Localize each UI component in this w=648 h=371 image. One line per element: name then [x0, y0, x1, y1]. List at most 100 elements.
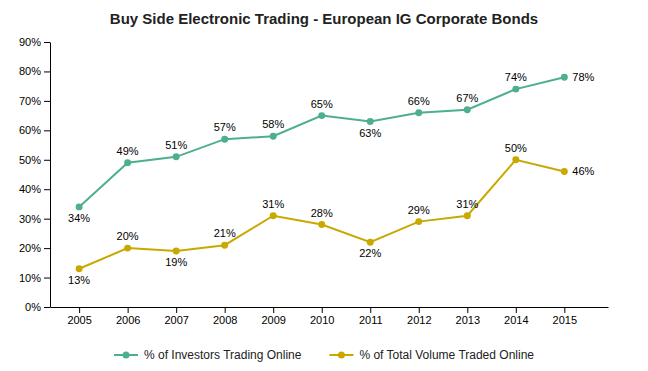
tick: 2009 — [261, 307, 285, 326]
data-label: 66% — [408, 95, 430, 107]
tick-mark — [370, 307, 371, 313]
tick: 30% — [19, 213, 50, 225]
tick-label: 2012 — [407, 314, 431, 326]
data-label: 78% — [572, 71, 594, 83]
point — [173, 153, 180, 160]
tick-mark — [44, 219, 50, 220]
legend-item: % of Investors Trading Online — [114, 348, 302, 362]
data-label: 63% — [359, 127, 381, 139]
tick-mark — [79, 307, 80, 313]
legend-item: % of Total Volume Traded Online — [329, 348, 534, 362]
data-label: 51% — [165, 139, 187, 151]
legend-marker — [338, 352, 345, 359]
tick-label: 2005 — [67, 314, 91, 326]
tick-mark — [44, 307, 50, 308]
point — [464, 106, 471, 113]
data-label: 20% — [117, 230, 139, 242]
tick-label: 2014 — [504, 314, 528, 326]
tick: 50% — [19, 154, 50, 166]
tick-label: 2011 — [359, 314, 383, 326]
axis-line — [50, 43, 51, 308]
point — [561, 168, 568, 175]
data-label: 19% — [165, 256, 187, 268]
legend-label: % of Investors Trading Online — [144, 348, 302, 362]
tick-mark — [516, 307, 517, 313]
tick-mark — [44, 248, 50, 249]
data-label: 31% — [456, 198, 478, 210]
point — [512, 86, 519, 93]
series-line — [79, 160, 564, 269]
tick-label: 2013 — [456, 314, 480, 326]
tick-mark — [564, 307, 565, 313]
data-label: 74% — [505, 71, 527, 83]
tick-label: 20% — [19, 242, 41, 254]
tick-mark — [322, 307, 323, 313]
title: Buy Side Electronic Trading - European I… — [110, 10, 538, 27]
axis-line — [51, 307, 609, 308]
tick-mark — [419, 307, 420, 313]
tick-label: 70% — [19, 95, 41, 107]
point — [76, 203, 83, 210]
data-label: 58% — [262, 118, 284, 130]
point — [76, 265, 83, 272]
tick-mark — [467, 307, 468, 313]
tick: 2008 — [213, 307, 237, 326]
point — [367, 118, 374, 125]
tick: 2011 — [359, 307, 383, 326]
point — [221, 242, 228, 249]
tick: 60% — [19, 124, 50, 136]
x-axis: 2005 2006 2007 2008 2009 2010 2011 2012 2013 2014… — [51, 307, 609, 326]
tick-mark — [44, 42, 50, 43]
data-label: 34% — [68, 212, 90, 224]
legend-marker — [123, 352, 130, 359]
tick-mark — [176, 307, 177, 313]
tick-mark — [128, 307, 129, 313]
point — [221, 136, 228, 143]
point — [270, 133, 277, 140]
data-label: 67% — [456, 92, 478, 104]
data-label: 28% — [311, 207, 333, 219]
point — [318, 112, 325, 119]
data-label: 46% — [572, 165, 594, 177]
tick-label: 60% — [19, 124, 41, 136]
tick-label: 40% — [19, 183, 41, 195]
point — [124, 159, 131, 166]
data-label: 65% — [311, 98, 333, 110]
data-labels: 34%49%51%57%58%65%63%66%67%74%78%13%20%1… — [68, 71, 594, 286]
y-axis: 0%10%20%30%40%50%60%70%80%90% — [19, 36, 51, 313]
tick-mark — [44, 71, 50, 72]
tick-label: 30% — [19, 213, 41, 225]
point — [415, 109, 422, 116]
tick-label: 2007 — [164, 314, 188, 326]
tick: 2006 — [116, 307, 140, 326]
point — [367, 239, 374, 246]
point — [415, 218, 422, 225]
plot: 2005 2006 2007 2008 2009 2010 2011 2012 2013 2014… — [19, 36, 609, 326]
tick: 90% — [19, 36, 50, 48]
tick-mark — [44, 101, 50, 102]
tick: 20% — [19, 242, 50, 254]
tick: 2014 — [504, 307, 528, 326]
tick-mark — [44, 160, 50, 161]
data-label: 29% — [408, 204, 430, 216]
data-label: 49% — [117, 145, 139, 157]
legend-label: % of Total Volume Traded Online — [359, 348, 534, 362]
tick: 0% — [25, 301, 50, 313]
tick: 2015 — [553, 307, 577, 326]
tick-mark — [225, 307, 226, 313]
tick: 2013 — [456, 307, 480, 326]
tick: 40% — [19, 183, 50, 195]
tick-label: 2015 — [553, 314, 577, 326]
point — [318, 221, 325, 228]
legend: % of Investors Trading Online % of Total … — [114, 348, 534, 362]
tick-label: 0% — [25, 301, 41, 313]
tick-label: 2008 — [213, 314, 237, 326]
tick-mark — [44, 189, 50, 190]
point — [464, 212, 471, 219]
tick: 70% — [19, 95, 50, 107]
data-label: 31% — [262, 198, 284, 210]
tick-label: 2010 — [310, 314, 334, 326]
tick-label: 10% — [19, 272, 41, 284]
tick-label: 90% — [19, 36, 41, 48]
point — [512, 156, 519, 163]
